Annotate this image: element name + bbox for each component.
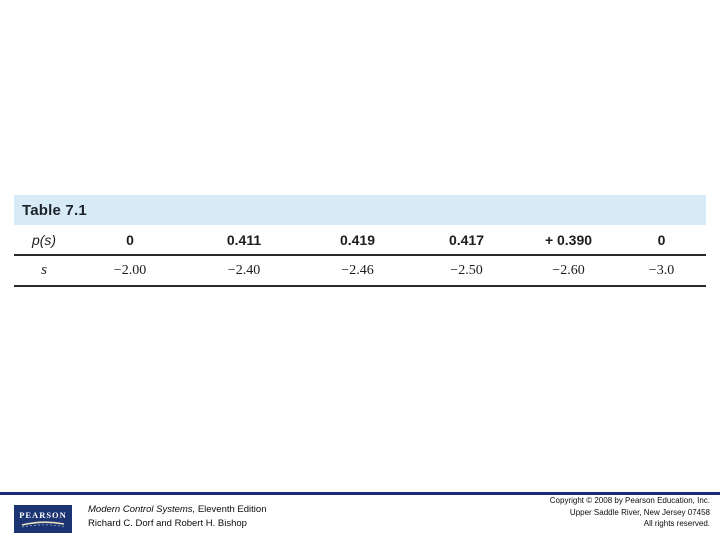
book-info: Modern Control Systems, Eleventh Edition… [88, 503, 266, 531]
cell-s-6: −3.0 [617, 255, 706, 287]
cell-ps-6: 0 [617, 225, 706, 256]
row-label-ps: p(s) [14, 225, 74, 256]
data-table: p(s) 0 0.411 0.419 0.417 + 0.390 0 s −2.… [14, 225, 706, 287]
row-label-s: s [14, 255, 74, 287]
book-title-edition: Eleventh Edition [195, 504, 267, 515]
pearson-swoosh-icon [21, 520, 65, 527]
book-authors: Richard C. Dorf and Robert H. Bishop [88, 518, 247, 529]
cell-s-3: −2.46 [302, 255, 413, 287]
cell-ps-1: 0 [74, 225, 186, 256]
table-title-band: Table 7.1 [14, 195, 706, 225]
cell-ps-5: + 0.390 [520, 225, 617, 256]
pearson-logo: PEARSON [14, 505, 72, 533]
copyright-line-1: Copyright © 2008 by Pearson Education, I… [549, 496, 710, 505]
cell-s-2: −2.40 [186, 255, 302, 287]
pearson-logo-text: PEARSON [19, 509, 67, 520]
cell-ps-3: 0.419 [302, 225, 413, 256]
table-7-1: Table 7.1 p(s) 0 0.411 0.419 0.417 + 0.3… [14, 195, 706, 287]
cell-ps-4: 0.417 [413, 225, 520, 256]
cell-s-4: −2.50 [413, 255, 520, 287]
cell-ps-2: 0.411 [186, 225, 302, 256]
copyright-line-3: All rights reserved. [643, 519, 710, 528]
cell-s-1: −2.00 [74, 255, 186, 287]
table-row-ps: p(s) 0 0.411 0.419 0.417 + 0.390 0 [14, 225, 706, 256]
table-row-s: s −2.00 −2.40 −2.46 −2.50 −2.60 −3.0 [14, 255, 706, 287]
book-title-italic: Modern Control Systems, [88, 504, 196, 515]
cell-s-5: −2.60 [520, 255, 617, 287]
book-title: Modern Control Systems, Eleventh Edition [88, 503, 266, 517]
footer-divider [0, 492, 720, 495]
copyright-block: Copyright © 2008 by Pearson Education, I… [550, 495, 710, 530]
copyright-line-2: Upper Saddle River, New Jersey 07458 [569, 507, 710, 517]
table-title: Table 7.1 [22, 201, 87, 219]
